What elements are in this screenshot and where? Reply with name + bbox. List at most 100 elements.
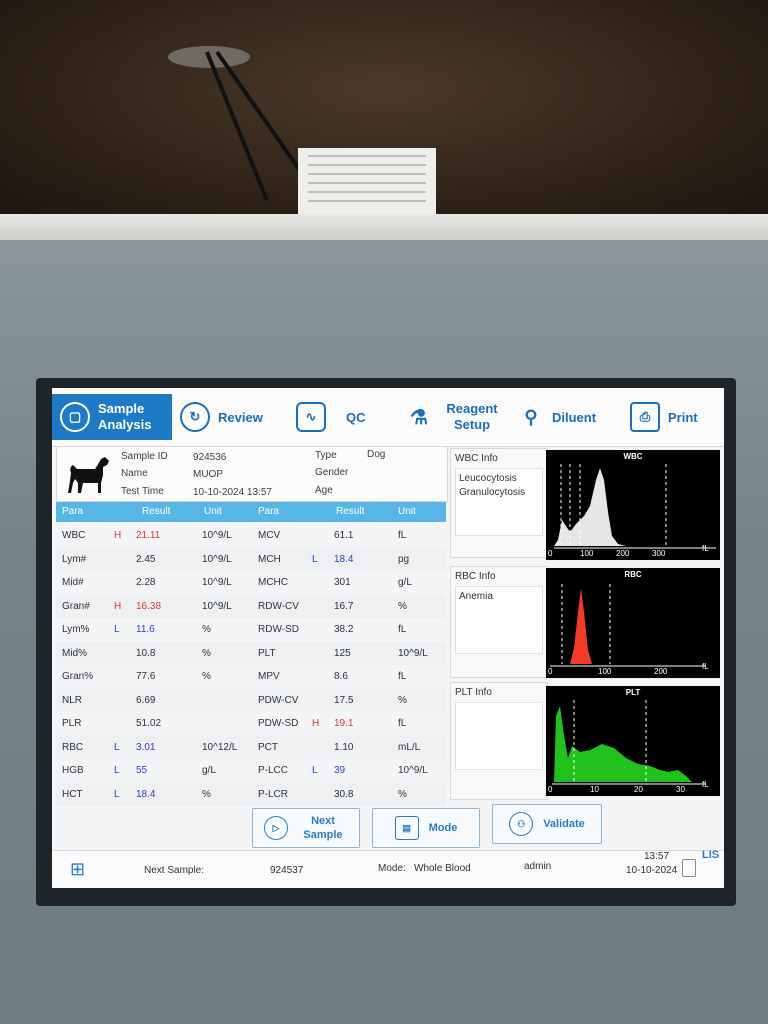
mode-status-value: Whole Blood — [414, 863, 471, 874]
next-sample-status-label: Next Sample: — [144, 865, 205, 876]
table-row: HCT L 18.4% P-LCR 30.8% — [56, 782, 446, 806]
cell-u2: fL — [398, 530, 407, 541]
validate-label: Validate — [543, 818, 585, 830]
cell-u2: % — [398, 600, 407, 612]
cell-u2: % — [398, 788, 407, 800]
cell-p1: Mid% — [62, 647, 88, 659]
cell-p1: HCT — [62, 788, 83, 800]
wbc-tick: 200 — [616, 549, 630, 558]
next-icon: ▷ — [264, 816, 288, 840]
cell-u2: fL — [398, 624, 407, 635]
cell-p2: PDW-CV — [258, 694, 299, 706]
table-row: Lym# 2.45 10^9/L MCH L 18.4 pg — [56, 547, 446, 571]
cell-p2: PCT — [258, 741, 278, 753]
cell-r2: 16.7 — [334, 600, 354, 612]
toolbar: ▢ Sample Analysis ↻ Review ∿ QC ⚗ Reagen… — [52, 388, 724, 447]
test-time-label: Test Time — [121, 486, 164, 497]
next-sample-button[interactable]: ▷ Next Sample — [252, 808, 360, 848]
diluent-icon: ⚲ — [524, 406, 538, 427]
rbc-curve — [550, 584, 706, 667]
status-bar: ⊞ Next Sample: 924537 Mode: Whole Blood … — [52, 849, 724, 888]
clock-date: 10-10-2024 — [626, 865, 678, 876]
cell-r1: 55 — [136, 765, 148, 776]
col-para: Para — [62, 506, 84, 517]
cell-p1: PLR — [62, 718, 82, 729]
cell-p1: Lym% — [62, 624, 90, 635]
lis-indicator[interactable]: LIS — [702, 849, 720, 861]
grid-menu-icon[interactable]: ⊞ — [70, 859, 86, 879]
table-row: Mid% 10.8% PLT 125 10^9/L — [56, 641, 446, 665]
cell-u1: % — [202, 624, 211, 635]
cell-f1: H — [114, 600, 122, 612]
type-value: Dog — [367, 449, 386, 460]
tab-reagent-setup[interactable]: ⚗ Reagent Setup — [406, 394, 504, 440]
table-row: Gran# H 16.38 10^9/L RDW-CV 16.7% — [56, 594, 446, 618]
name-value: MUOP — [193, 469, 223, 480]
gender-label: Gender — [315, 467, 349, 478]
cell-u1: g/L — [202, 765, 216, 776]
type-label: Type — [315, 450, 337, 461]
cell-u2: fL — [398, 671, 407, 682]
rbc-info-text: Anemia — [455, 586, 543, 654]
mode-button[interactable]: ▤ Mode — [372, 808, 480, 848]
dog-icon — [68, 457, 109, 493]
tab-sample-analysis[interactable]: ▢ Sample Analysis — [52, 394, 172, 440]
validate-icon: ⚇ — [509, 812, 534, 836]
cell-p2: RDW-SD — [258, 624, 299, 635]
tab-qc[interactable]: ∿ QC — [296, 394, 366, 440]
cell-f2: L — [312, 765, 318, 776]
wbc-tick: 300 — [652, 549, 666, 558]
sample-analysis-icon: ▢ — [60, 402, 90, 432]
current-user: admin — [524, 861, 552, 872]
tab-review[interactable]: ↻ Review — [180, 394, 263, 440]
plt-tick: 10 — [590, 785, 599, 794]
cell-u1: % — [202, 671, 211, 682]
next-sample-label: Next Sample — [303, 815, 343, 841]
rbc-info-title: RBC Info — [455, 571, 496, 582]
cell-u2: pg — [398, 553, 410, 565]
cell-r1: 18.4 — [136, 788, 156, 800]
cell-r2: 19.1 — [334, 718, 354, 729]
plt-info-title: PLT Info — [455, 687, 492, 698]
cell-r1: 51.02 — [136, 718, 162, 729]
storage-icon — [682, 859, 696, 877]
tab-qc-label: QC — [346, 409, 366, 425]
col-para-2: Para — [258, 506, 280, 517]
cell-r2: 17.5 — [334, 694, 354, 706]
cell-u2: % — [398, 694, 407, 706]
tab-diluent[interactable]: ⚲ Diluent — [518, 394, 596, 440]
cell-p1: NLR — [62, 694, 83, 706]
analyzer-screen: ▢ Sample Analysis ↻ Review ∿ QC ⚗ Reagen… — [52, 388, 724, 888]
cell-r2: 301 — [334, 577, 351, 588]
qc-chart-icon: ∿ — [296, 402, 326, 432]
table-row: RBC L 3.01 10^12/L PCT 1.10 mL/L — [56, 735, 446, 759]
wbc-info-title: WBC Info — [455, 453, 498, 464]
cell-r1: 10.8 — [136, 647, 156, 659]
table-row: Mid# 2.28 10^9/L MCHC 301 g/L — [56, 571, 446, 595]
cell-r1: 3.01 — [136, 741, 156, 753]
cell-p1: Mid# — [62, 577, 84, 588]
cell-p1: HGB — [62, 765, 84, 776]
table-row: NLR 6.69 PDW-CV 17.5% — [56, 688, 446, 712]
cell-r2: 39 — [334, 765, 346, 776]
cell-r2: 30.8 — [334, 788, 354, 800]
cell-p1: Gran% — [62, 671, 94, 682]
cell-u2: g/L — [398, 577, 412, 588]
table-row: Gran% 77.6% MPV 8.6 fL — [56, 665, 446, 689]
cell-p1: RBC — [62, 741, 84, 753]
cell-r2: 18.4 — [334, 553, 354, 565]
cell-f2: L — [312, 553, 318, 565]
validate-button[interactable]: ⚇ Validate — [492, 804, 602, 844]
table-row: Lym% L 11.6% RDW-SD 38.2 fL — [56, 618, 446, 642]
rbc-tick: 100 — [598, 667, 612, 676]
cell-r1: 77.6 — [136, 671, 156, 682]
flask-icon: ⚗ — [410, 406, 428, 429]
rbc-tick: 200 — [654, 667, 668, 676]
tab-reagent-setup-label: Reagent Setup — [446, 401, 498, 432]
cell-u2: fL — [398, 718, 407, 729]
tab-print[interactable]: ⎙ Print — [630, 394, 698, 440]
tab-diluent-label: Diluent — [552, 409, 597, 425]
cell-p2: PDW-SD — [258, 718, 299, 729]
cell-p2: MCV — [258, 530, 281, 541]
printer-shelf — [0, 214, 768, 244]
